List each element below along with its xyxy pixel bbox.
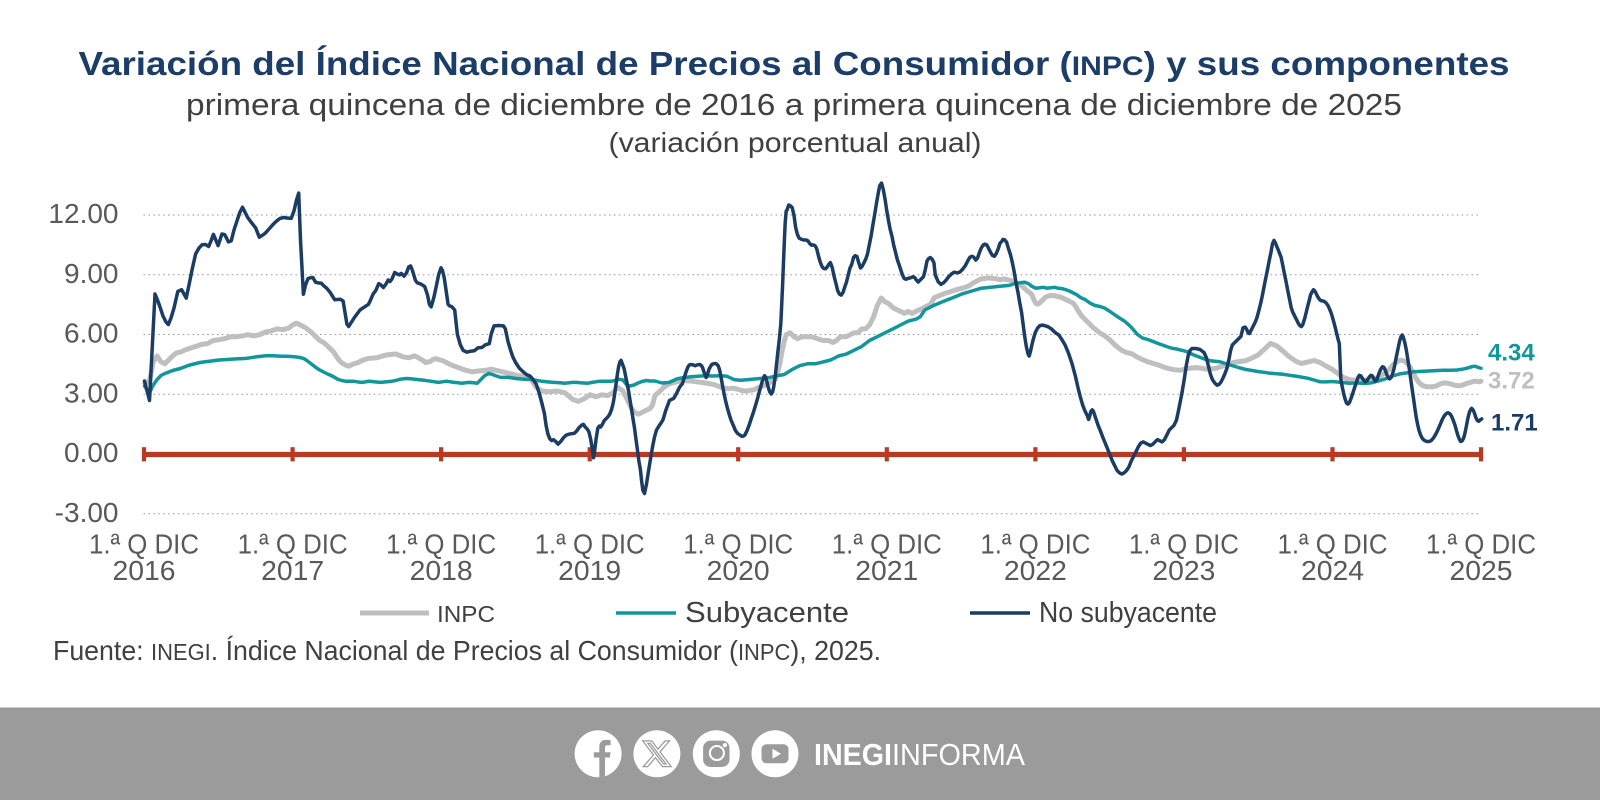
svg-text:No subyacente: No subyacente xyxy=(1039,597,1217,629)
svg-text:(variación porcentual anual): (variación porcentual anual) xyxy=(609,127,982,158)
svg-text:1.ª Q DIC: 1.ª Q DIC xyxy=(535,529,645,560)
svg-text:1.ª Q DIC: 1.ª Q DIC xyxy=(1426,529,1536,560)
svg-text:2022: 2022 xyxy=(1004,555,1067,586)
svg-text:1.ª Q DIC: 1.ª Q DIC xyxy=(386,529,496,560)
svg-text:-3.00: -3.00 xyxy=(55,497,119,528)
svg-text:1.71: 1.71 xyxy=(1491,410,1538,437)
svg-text:0.00: 0.00 xyxy=(64,437,119,468)
svg-text:3.00: 3.00 xyxy=(64,377,119,408)
svg-text:2024: 2024 xyxy=(1301,555,1364,586)
svg-text:2025: 2025 xyxy=(1450,555,1513,586)
svg-text:2016: 2016 xyxy=(113,555,176,586)
svg-text:4.34: 4.34 xyxy=(1488,340,1535,367)
svg-text:2023: 2023 xyxy=(1152,555,1215,586)
svg-text:INEGIINFORMA: INEGIINFORMA xyxy=(814,737,1025,772)
svg-text:primera quincena de diciembre: primera quincena de diciembre de 2016 a … xyxy=(186,87,1402,122)
svg-text:1.ª Q DIC: 1.ª Q DIC xyxy=(832,529,942,560)
svg-text:1.ª Q DIC: 1.ª Q DIC xyxy=(238,529,348,560)
svg-text:2018: 2018 xyxy=(410,555,473,586)
svg-text:1.ª Q DIC: 1.ª Q DIC xyxy=(1278,529,1388,560)
svg-text:1.ª Q DIC: 1.ª Q DIC xyxy=(980,529,1090,560)
svg-text:1.ª Q DIC: 1.ª Q DIC xyxy=(1129,529,1239,560)
svg-text:2019: 2019 xyxy=(558,555,621,586)
svg-text:1.ª Q DIC: 1.ª Q DIC xyxy=(89,529,199,560)
svg-text:2020: 2020 xyxy=(707,555,770,586)
svg-text:Variación del Índice Nacional: Variación del Índice Nacional de Precios… xyxy=(79,45,1510,82)
svg-text:2021: 2021 xyxy=(855,555,918,586)
svg-text:1.ª Q DIC: 1.ª Q DIC xyxy=(683,529,793,560)
svg-text:9.00: 9.00 xyxy=(64,258,119,289)
svg-text:Fuente: INEGI. Índice Nacional: Fuente: INEGI. Índice Nacional de Precio… xyxy=(53,635,881,666)
svg-text:12.00: 12.00 xyxy=(48,198,118,229)
svg-text:Subyacente: Subyacente xyxy=(685,597,849,629)
svg-text:6.00: 6.00 xyxy=(64,318,119,349)
svg-text:INPC: INPC xyxy=(437,601,495,627)
svg-text:3.72: 3.72 xyxy=(1488,368,1535,395)
svg-text:2017: 2017 xyxy=(261,555,324,586)
